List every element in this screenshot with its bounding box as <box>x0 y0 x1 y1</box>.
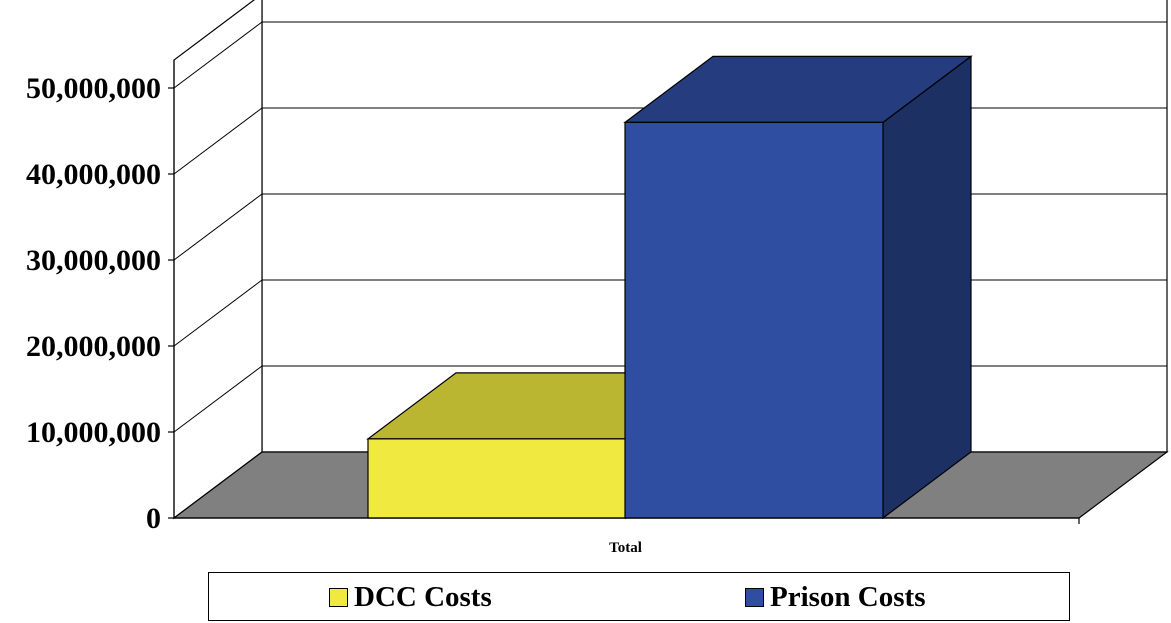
legend-label-prison: Prison Costs <box>770 581 926 613</box>
y-tick-label-3: 30,000,000 <box>26 244 161 277</box>
bars <box>366 55 973 520</box>
y-axis <box>168 60 1080 524</box>
bar-0-front <box>367 438 627 519</box>
gridline-diagonal-3 <box>173 193 263 261</box>
legend-swatch-prison <box>745 587 764 607</box>
bar-1-front <box>624 121 884 519</box>
gridline-diagonal-2 <box>173 279 263 347</box>
y-tick-label-1: 10,000,000 <box>26 416 161 449</box>
legend: DCC Costs Prison Costs <box>208 572 1070 621</box>
y-tick-label-5: 50,000,000 <box>26 72 161 105</box>
bar-1 <box>623 55 973 520</box>
legend-swatch-dcc <box>329 587 348 607</box>
legend-label-dcc: DCC Costs <box>354 581 492 613</box>
x-category-labels: Total <box>609 540 642 556</box>
bar-1-side <box>882 55 972 520</box>
legend-item-dcc: DCC Costs <box>329 581 492 613</box>
y-tick-label-2: 20,000,000 <box>26 330 161 363</box>
gridline-diagonal-4 <box>173 107 263 175</box>
y-tick-labels: 0 10,000,000 20,000,000 30,000,000 40,000,00… <box>26 72 161 535</box>
y-tick-label-0: 0 <box>146 502 161 535</box>
gridline-diagonal-1 <box>173 365 263 433</box>
legend-item-prison: Prison Costs <box>745 581 925 613</box>
x-category-label-0: Total <box>609 540 642 556</box>
y-tick-label-4: 40,000,000 <box>26 158 161 191</box>
gridline-diagonal-5 <box>173 21 263 89</box>
